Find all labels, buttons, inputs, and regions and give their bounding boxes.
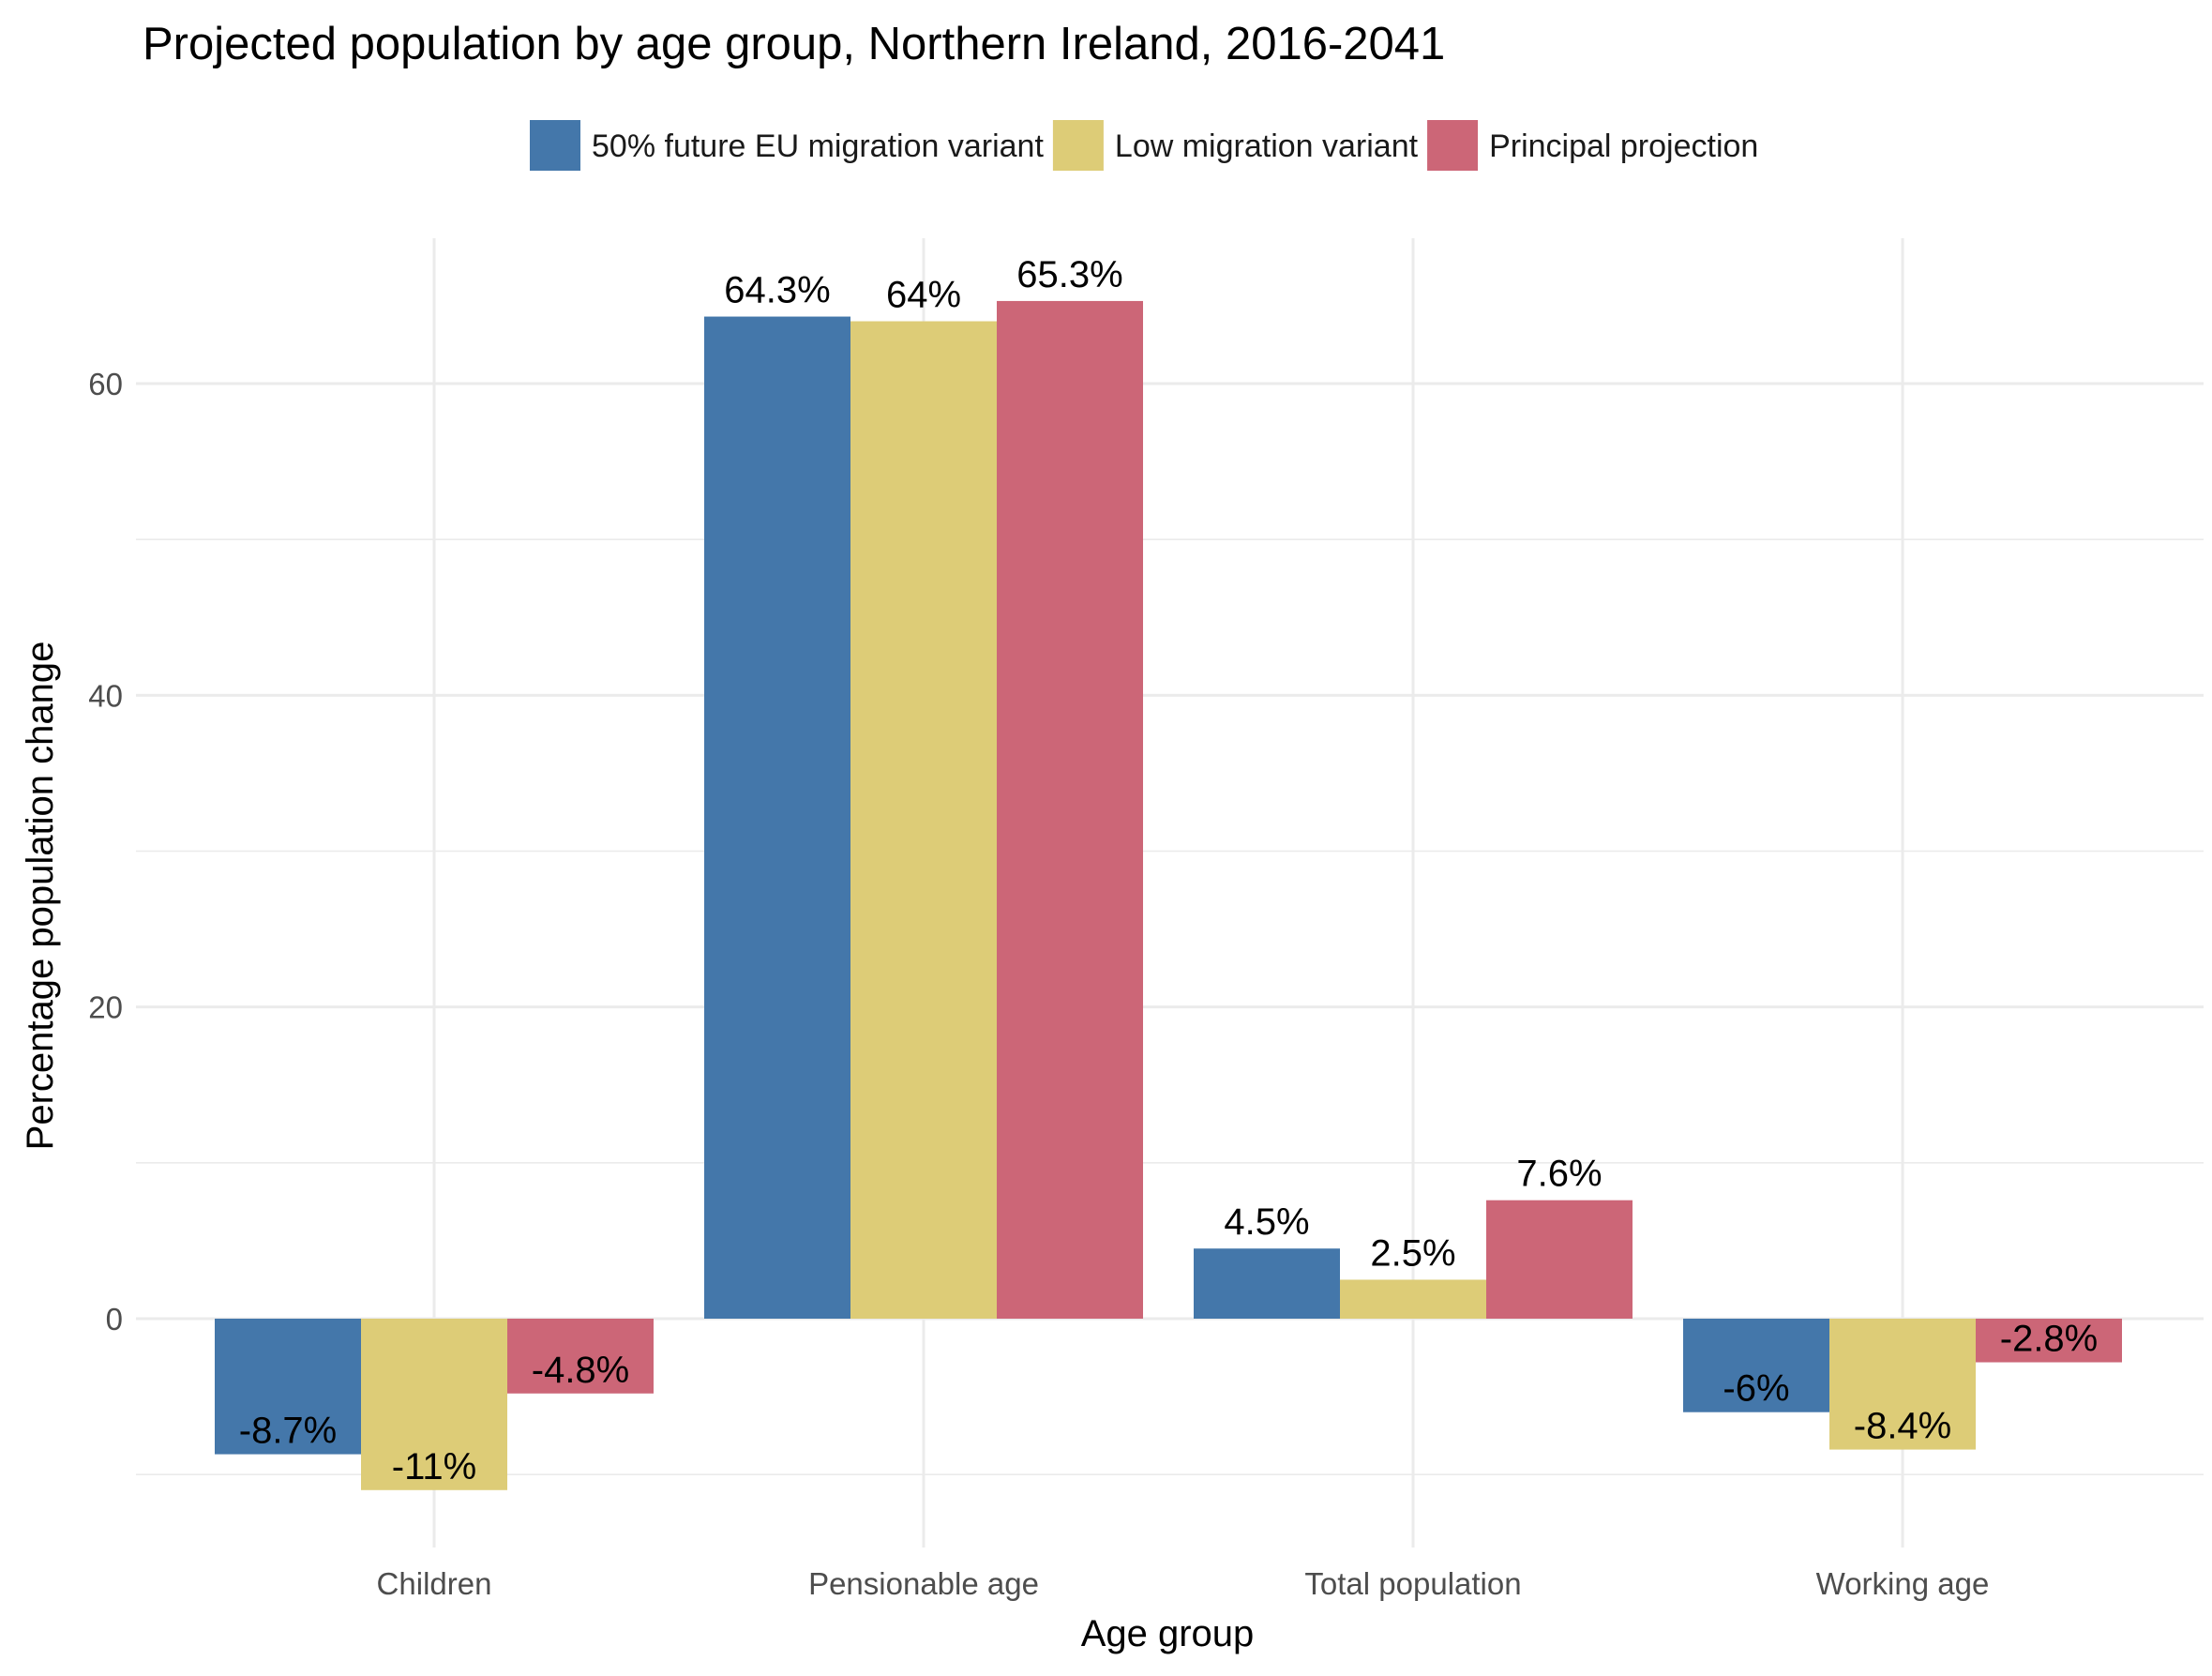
legend-key: [1427, 120, 1479, 171]
data-label: 4.5%: [1224, 1201, 1309, 1243]
chart-title: Projected population by age group, North…: [143, 19, 1445, 69]
data-label: 7.6%: [1516, 1154, 1602, 1195]
data-label: -8.4%: [1854, 1406, 1952, 1447]
bar: [850, 321, 997, 1319]
bar: [1829, 1319, 1976, 1450]
bar: [507, 1319, 654, 1394]
y-axis-ticks: 0 20 40 60: [88, 367, 123, 1336]
y-tick-label: 0: [106, 1302, 123, 1336]
data-labels: -8.7% -11% -4.8% 64.3% 64% 65.3% 4.5% 2.5% 7.6% -…: [239, 254, 2099, 1487]
bar: [997, 300, 1143, 1320]
data-label: 64%: [886, 275, 961, 316]
legend-label: Low migration variant: [1115, 128, 1419, 164]
bar: [704, 316, 850, 1319]
legend-label: 50% future EU migration variant: [592, 128, 1044, 164]
legend-label: Principal projection: [1489, 128, 1758, 164]
bar: [1683, 1319, 1829, 1412]
bar: [1194, 1248, 1340, 1319]
bar: [215, 1319, 361, 1455]
data-label: -4.8%: [532, 1350, 630, 1391]
y-tick-label: 60: [88, 367, 123, 401]
bar: [1486, 1200, 1633, 1319]
data-label: 2.5%: [1370, 1232, 1455, 1274]
data-label: -6%: [1723, 1368, 1789, 1410]
y-axis-title: Percentage population change: [20, 642, 61, 1151]
bar: [361, 1319, 507, 1490]
bar: [1976, 1319, 2122, 1363]
data-label: 65.3%: [1016, 254, 1122, 295]
x-axis-ticks: Children Pensionable age Total population W…: [377, 1566, 1990, 1601]
data-label: -8.7%: [239, 1411, 338, 1452]
data-label: -11%: [392, 1446, 476, 1487]
data-label: -2.8%: [2000, 1319, 2099, 1360]
y-tick-label: 20: [88, 990, 123, 1025]
x-tick-label: Pensionable age: [808, 1566, 1039, 1601]
bars: [215, 300, 2122, 1490]
bar: [1340, 1279, 1486, 1319]
legend-key: [1052, 120, 1104, 171]
y-tick-label: 40: [88, 678, 123, 713]
x-tick-label: Children: [377, 1566, 492, 1601]
x-axis-title: Age group: [1081, 1613, 1255, 1654]
x-tick-label: Working age: [1816, 1566, 1990, 1601]
legend: 50% future EU migration variant Low migra…: [530, 120, 1758, 171]
data-label: 64.3%: [724, 270, 830, 311]
legend-key: [530, 120, 580, 171]
x-tick-label: Total population: [1304, 1566, 1521, 1601]
